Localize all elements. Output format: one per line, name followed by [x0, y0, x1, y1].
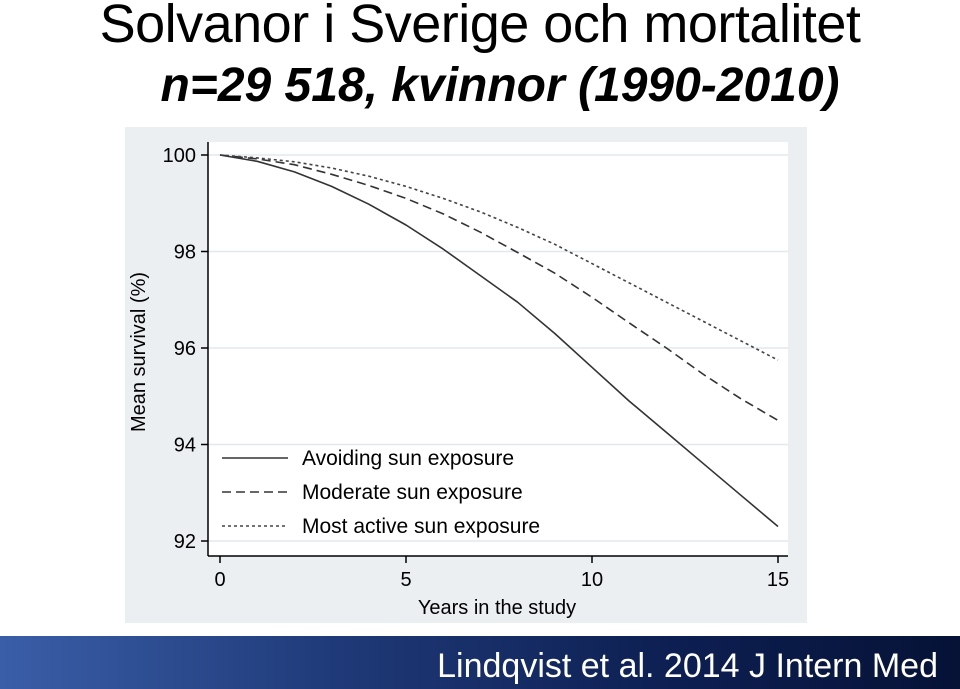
x-tick-label-10: 10 [581, 569, 603, 591]
legend-label-2: Most active sun exposure [302, 515, 540, 538]
footer-bar [0, 636, 960, 689]
x-axis-label: Years in the study [418, 597, 576, 619]
y-axis-label: Mean survival (%) [128, 272, 150, 432]
series-line-1 [219, 154, 779, 422]
y-tick-label-96: 96 [174, 338, 196, 360]
y-tick-label-92: 92 [174, 531, 196, 553]
y-tick-label-94: 94 [174, 435, 196, 457]
y-tick-label-100: 100 [163, 145, 196, 167]
x-tick-label-0: 0 [214, 569, 225, 591]
plot-area [208, 142, 788, 556]
slide-subtitle: n=29 518, kvinnor (1990-2010) [160, 59, 840, 112]
y-tick-label-98: 98 [174, 242, 196, 264]
citation: Lindqvist et al. 2014 J Intern Med [437, 647, 938, 685]
axes: 92 94 96 98 100 0 5 10 15 [163, 142, 789, 591]
legend-label-1: Moderate sun exposure [302, 481, 523, 504]
slide-title: Solvanor i Sverige och mortalitet [99, 0, 861, 54]
legend: Avoiding sun exposure Moderate sun exposu… [222, 447, 540, 538]
gridlines [208, 154, 788, 542]
series-lines [219, 154, 779, 528]
x-tick-label-15: 15 [767, 569, 789, 591]
x-tick-label-5: 5 [400, 569, 411, 591]
series-line-0 [219, 154, 779, 528]
legend-label-0: Avoiding sun exposure [302, 447, 514, 470]
